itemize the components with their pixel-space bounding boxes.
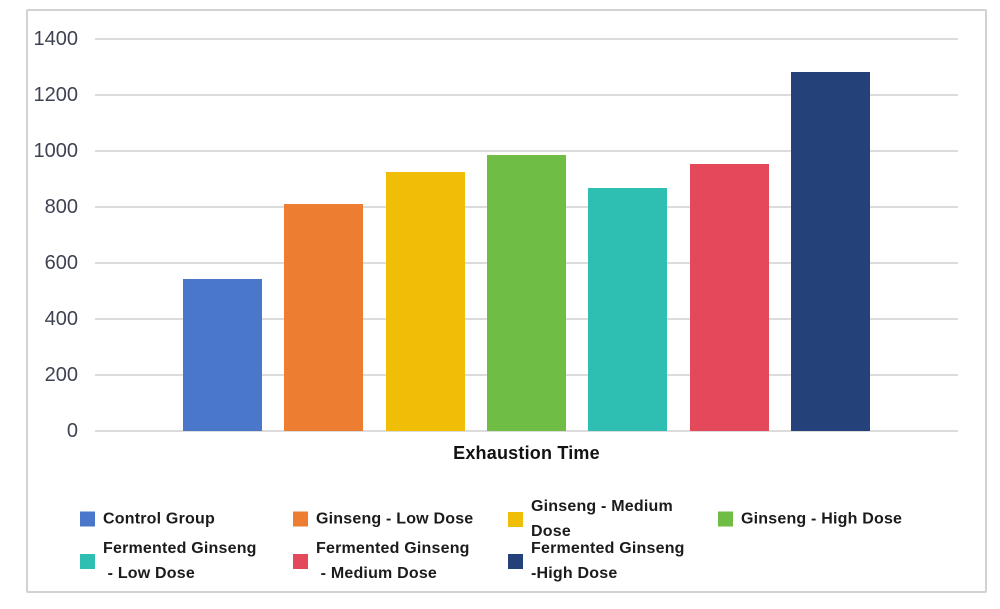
y-tick-label-800: 800 xyxy=(44,196,78,219)
legend-label: Ginseng - Low Dose xyxy=(316,510,474,528)
legend-item-ginseng-low-dose: Ginseng - Low Dose xyxy=(293,507,473,532)
y-tick-label-400: 400 xyxy=(44,308,78,331)
legend-swatch-icon xyxy=(293,553,308,569)
bar-fermented-ginseng-medium-dose xyxy=(689,163,769,431)
legend-swatch-icon xyxy=(80,553,95,569)
legend-label: Control Group xyxy=(103,510,215,528)
legend-item-fermented-ginseng-low-dose: Fermented Ginseng - Low Dose xyxy=(80,536,257,586)
bar-ginseng-high-dose xyxy=(486,155,566,431)
legend-item-fermented-ginseng-high-dose: Fermented Ginseng -High Dose xyxy=(508,536,685,586)
gridline-0 xyxy=(95,430,958,432)
bar-fermented-ginseng-low-dose xyxy=(588,187,668,431)
legend-swatch-icon xyxy=(80,511,95,527)
legend-label: Ginseng - High Dose xyxy=(741,510,903,528)
y-tick-label-0: 0 xyxy=(66,420,78,442)
gridline-1200 xyxy=(95,94,958,97)
legend-swatch-icon xyxy=(718,511,733,527)
legend-label: Fermented Ginseng - Medium Dose xyxy=(316,540,470,582)
x-axis-title: Exhaustion Time xyxy=(453,443,600,463)
bar-control-group xyxy=(183,278,262,431)
legend-label: Fermented Ginseng - Low Dose xyxy=(103,540,257,582)
y-tick-label-600: 600 xyxy=(44,252,78,275)
gridline-1400 xyxy=(95,38,958,41)
bar-fermented-ginseng-high-dose xyxy=(790,71,870,431)
legend-item-ginseng-medium-dose: Ginseng - Medium Dose xyxy=(508,494,673,544)
legend-swatch-icon xyxy=(508,511,523,527)
y-tick-label-1000: 1000 xyxy=(33,140,79,163)
legend-label: Ginseng - Medium Dose xyxy=(531,498,673,540)
gridline-1000 xyxy=(95,150,958,153)
y-tick-label-200: 200 xyxy=(44,364,78,387)
legend-item-fermented-ginseng-medium-dose: Fermented Ginseng - Medium Dose xyxy=(293,536,470,586)
bar-ginseng-medium-dose xyxy=(385,172,465,431)
legend-swatch-icon xyxy=(508,553,523,569)
legend-item-control-group: Control Group xyxy=(80,507,215,532)
legend-swatch-icon xyxy=(293,511,308,527)
legend-item-ginseng-high-dose: Ginseng - High Dose xyxy=(718,507,902,532)
y-tick-label-1400: 1400 xyxy=(33,28,79,51)
bar-ginseng-low-dose xyxy=(284,204,364,431)
y-tick-label-1200: 1200 xyxy=(33,84,79,107)
legend-label: Fermented Ginseng -High Dose xyxy=(531,540,685,582)
